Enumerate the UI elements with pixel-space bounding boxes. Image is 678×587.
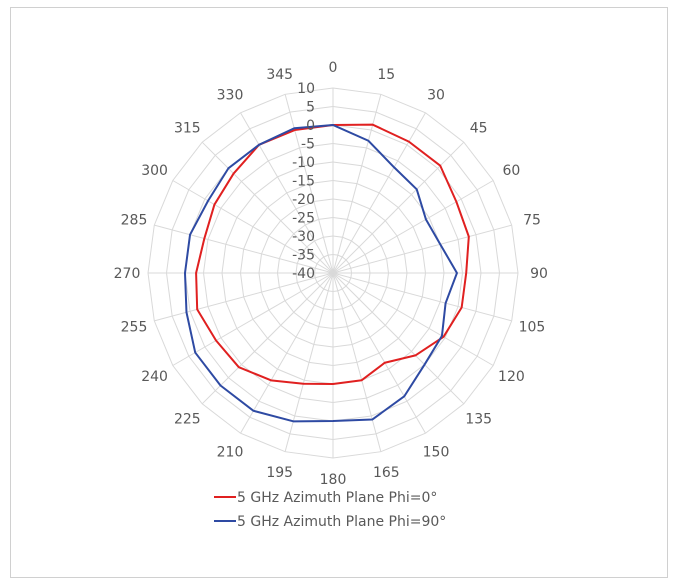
- grid-spoke: [332, 272, 465, 405]
- angle-label: 225: [174, 412, 201, 428]
- angle-label: 45: [470, 120, 488, 136]
- radial-tick-label: -20: [292, 192, 315, 208]
- radial-tick-label: -15: [292, 174, 315, 190]
- grid-spoke: [332, 224, 512, 274]
- grid-spoke: [284, 94, 334, 274]
- grid-spoke: [332, 272, 426, 434]
- series-line-1: [195, 123, 470, 385]
- radial-tick-label: -10: [292, 155, 315, 171]
- grid-spoke: [332, 112, 426, 274]
- angle-label: 135: [465, 412, 492, 428]
- legend: 5 GHz Azimuth Plane Phi=0° 5 GHz Azimuth …: [214, 490, 446, 530]
- grid-spoke: [240, 272, 334, 434]
- angle-label: 345: [266, 67, 293, 83]
- angle-label: 315: [174, 120, 201, 136]
- angle-label: 270: [114, 266, 141, 282]
- angle-label: 0: [329, 60, 338, 76]
- angle-label: 300: [141, 163, 168, 179]
- angle-label: 330: [217, 88, 244, 104]
- angle-label: 285: [121, 213, 148, 229]
- angle-label: 165: [373, 465, 400, 481]
- grid-spoke: [332, 272, 382, 452]
- radial-tick-label: -30: [292, 229, 315, 245]
- grid-spoke: [332, 141, 465, 274]
- radial-tick-label: 10: [297, 81, 315, 97]
- radial-tick-label: 0: [306, 118, 315, 134]
- radial-tick-label: -40: [292, 266, 315, 282]
- radial-tick-label: 5: [306, 100, 315, 116]
- angle-label: 105: [519, 319, 546, 335]
- series-layer: [184, 123, 470, 423]
- angle-label: 60: [502, 163, 520, 179]
- angle-label: 15: [377, 67, 395, 83]
- chart-frame: [10, 7, 668, 578]
- angle-label: 150: [423, 444, 450, 460]
- grid-spoke: [332, 180, 494, 274]
- angle-label: 90: [530, 266, 548, 282]
- angle-label: 120: [498, 369, 525, 385]
- radial-tick-label: -25: [292, 211, 315, 227]
- grid-spoke: [240, 112, 334, 274]
- angle-label: 195: [266, 465, 293, 481]
- angle-label: 30: [427, 88, 445, 104]
- radial-tick-label: -5: [301, 137, 315, 153]
- grid-spoke: [332, 94, 382, 274]
- legend-label-1: 5 GHz Azimuth Plane Phi=0°: [237, 490, 437, 506]
- angle-label: 255: [121, 319, 148, 335]
- angle-label: 75: [523, 213, 541, 229]
- grid-spoke: [332, 272, 494, 366]
- angle-label: 240: [141, 369, 168, 385]
- grid-spoke: [332, 272, 512, 322]
- legend-label-2: 5 GHz Azimuth Plane Phi=90°: [237, 514, 446, 530]
- grid-spoke: [284, 272, 334, 452]
- grid-spoke: [201, 272, 334, 405]
- grid-spoke: [172, 180, 334, 274]
- radial-tick-labels: 10 5 0 -5 -10 -15 -20 -25 -30 -35 -40: [292, 81, 315, 282]
- grid-spoke: [201, 141, 334, 274]
- radial-tick-label: -35: [292, 248, 315, 264]
- grid-spoke: [154, 272, 334, 322]
- series-line-2: [184, 124, 458, 423]
- angle-label: 180: [320, 472, 347, 488]
- grid-layer: [147, 87, 519, 459]
- grid-spoke: [172, 272, 334, 366]
- grid-spoke: [154, 224, 334, 274]
- angle-labels: 0 153045607590105120135150165180195210225…: [114, 60, 548, 488]
- angle-label: 210: [217, 444, 244, 460]
